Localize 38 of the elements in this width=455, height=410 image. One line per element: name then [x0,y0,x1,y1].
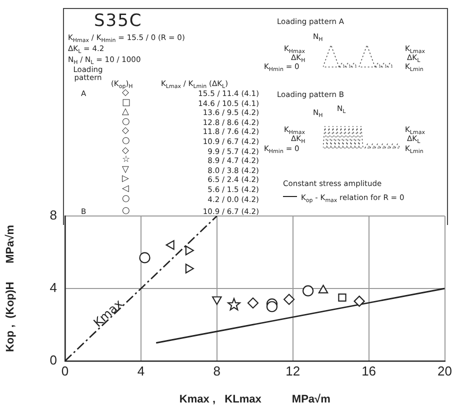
point [247,297,259,309]
x-tick-label: 16 [362,363,376,378]
x-tick-label: 8 [213,363,221,378]
text: □ [122,98,131,108]
text: ☆ [122,155,130,166]
y-tick-label: 0 [50,352,57,368]
point [166,240,174,250]
point [185,246,194,256]
point [318,284,328,294]
point [302,285,314,296]
text: ○ [122,116,130,127]
point [212,296,222,305]
text: ○ [122,136,130,146]
text: ◇ [122,126,129,136]
point [185,264,194,274]
text: △ [122,107,129,118]
text: ◇ [122,146,129,156]
y-tick-label: 8 [50,208,57,223]
point [354,296,365,307]
point [284,294,295,305]
x-axis-title: Kmax , KLmax MPa√m [179,393,331,406]
y-axis-title: Kop , (Kop)H MPa√m [4,224,17,352]
text: ▷ [122,174,129,184]
text: S35C [94,11,142,32]
text: ◇ [122,88,129,98]
x-tick-label: 4 [137,363,145,378]
point [139,252,150,264]
x-tick-label: 0 [61,363,69,378]
x-tick-label: 12 [286,363,300,378]
text: ◁ [122,184,129,194]
x-tick-label: 20 [438,363,452,378]
point [228,298,240,310]
text: ○ [122,194,130,204]
y-tick-label: 4 [50,280,57,296]
point [266,301,278,312]
annotation: ○ [122,206,130,216]
point [338,293,346,302]
text: ▽ [122,164,129,175]
